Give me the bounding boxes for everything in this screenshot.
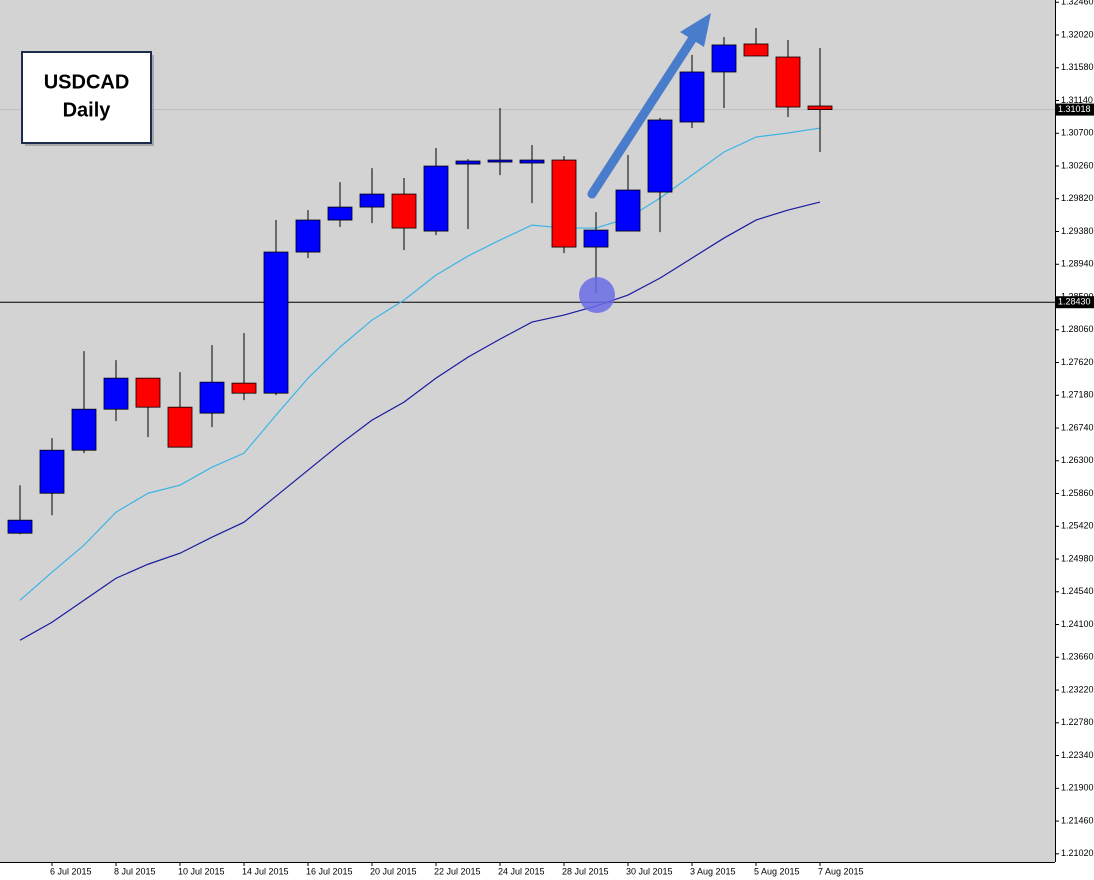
- y-tick-label: 1.30700: [1061, 128, 1094, 138]
- highlight-circle: [579, 277, 615, 313]
- x-tick-label: 10 Jul 2015: [178, 866, 225, 876]
- symbol-label: USDCAD: [44, 71, 130, 93]
- candle-body: [167, 406, 193, 448]
- candle-body: [615, 189, 641, 232]
- moving-average: [19, 127, 821, 601]
- y-tick-label: 1.27180: [1061, 390, 1094, 400]
- y-tick-label: 1.29820: [1061, 193, 1094, 203]
- x-tick-label: 22 Jul 2015: [434, 866, 481, 876]
- candle-body: [647, 119, 673, 193]
- candle-body: [7, 519, 33, 534]
- x-tick-label: 30 Jul 2015: [626, 866, 673, 876]
- marks: [0, 27, 1055, 641]
- arrow-head: [680, 13, 711, 47]
- y-tick-label: 1.31580: [1061, 62, 1094, 72]
- x-tick-label: 7 Aug 2015: [818, 866, 864, 876]
- candle-body: [327, 206, 353, 221]
- y-tick-label: 1.29380: [1061, 226, 1094, 236]
- x-tick-label: 6 Jul 2015: [50, 866, 92, 876]
- candle-body: [455, 160, 481, 165]
- last-price-label: 1.31018: [1058, 104, 1091, 114]
- x-tick-label: 24 Jul 2015: [498, 866, 545, 876]
- x-tick-label: 5 Aug 2015: [754, 866, 800, 876]
- candle-body: [711, 44, 737, 73]
- candle-body: [519, 159, 545, 164]
- y-tick-label: 1.32020: [1061, 29, 1094, 39]
- y-tick-label: 1.22780: [1061, 717, 1094, 727]
- candle-body: [135, 377, 161, 408]
- plot-background: [0, 0, 1055, 862]
- x-tick-label: 3 Aug 2015: [690, 866, 736, 876]
- y-tick-label: 1.31140: [1061, 95, 1093, 105]
- y-tick-label: 1.24540: [1061, 586, 1094, 596]
- x-tick-label: 8 Jul 2015: [114, 866, 156, 876]
- candle-body: [103, 377, 129, 410]
- candle-body: [679, 71, 705, 123]
- candle-body: [295, 219, 321, 253]
- y-tick-label: 1.21460: [1061, 815, 1094, 825]
- last-price-label-box: [1056, 103, 1094, 116]
- y-tick-label: 1.28060: [1061, 324, 1094, 334]
- timeframe-label: Daily: [63, 99, 112, 121]
- y-tick-label: 1.23220: [1061, 684, 1094, 694]
- support-label: 1.28430: [1058, 297, 1091, 307]
- candle-body: [231, 382, 257, 394]
- candle-body: [359, 193, 385, 208]
- y-tick-label: 1.25860: [1061, 488, 1094, 498]
- candle-body: [263, 251, 289, 394]
- y-tick-label: 1.21020: [1061, 848, 1094, 858]
- y-tick-label: 1.28940: [1061, 259, 1094, 269]
- candle-body: [199, 381, 225, 414]
- symbol-box: USDCAD Daily: [21, 51, 154, 146]
- y-tick-label: 1.24100: [1061, 619, 1094, 629]
- x-tick-label: 28 Jul 2015: [562, 866, 609, 876]
- x-tick-label: 14 Jul 2015: [242, 866, 289, 876]
- x-tick-label: 20 Jul 2015: [370, 866, 417, 876]
- candle-body: [391, 193, 417, 229]
- candle-body: [775, 56, 801, 108]
- y-tick-label: 1.30260: [1061, 160, 1094, 170]
- y-tick-label: 1.21900: [1061, 783, 1094, 793]
- y-tick-label: 1.27620: [1061, 357, 1094, 367]
- y-tick-label: 1.25420: [1061, 521, 1094, 531]
- candle-body: [487, 159, 513, 163]
- box: [21, 51, 152, 144]
- candle-body: [71, 408, 97, 451]
- candle-body: [743, 43, 769, 57]
- y-tick-label: 1.23660: [1061, 652, 1094, 662]
- x-tick-label: 16 Jul 2015: [306, 866, 353, 876]
- candle-body: [583, 229, 609, 248]
- y-tick-label: 1.26740: [1061, 422, 1094, 432]
- candle-body: [551, 159, 577, 248]
- y-tick-label: 1.26300: [1061, 455, 1094, 465]
- y-tick-label: 1.22340: [1061, 750, 1094, 760]
- candle-body: [39, 449, 65, 494]
- y-tick-label: 1.24980: [1061, 553, 1094, 563]
- arrow-shaft: [587, 33, 698, 199]
- annotation-arrow: [587, 13, 711, 199]
- support-label-box: [1056, 296, 1094, 309]
- candle-body: [807, 105, 833, 110]
- moving-average: [19, 201, 821, 641]
- y-tick-label: 1.32460: [1061, 0, 1094, 7]
- candle-body: [423, 165, 449, 232]
